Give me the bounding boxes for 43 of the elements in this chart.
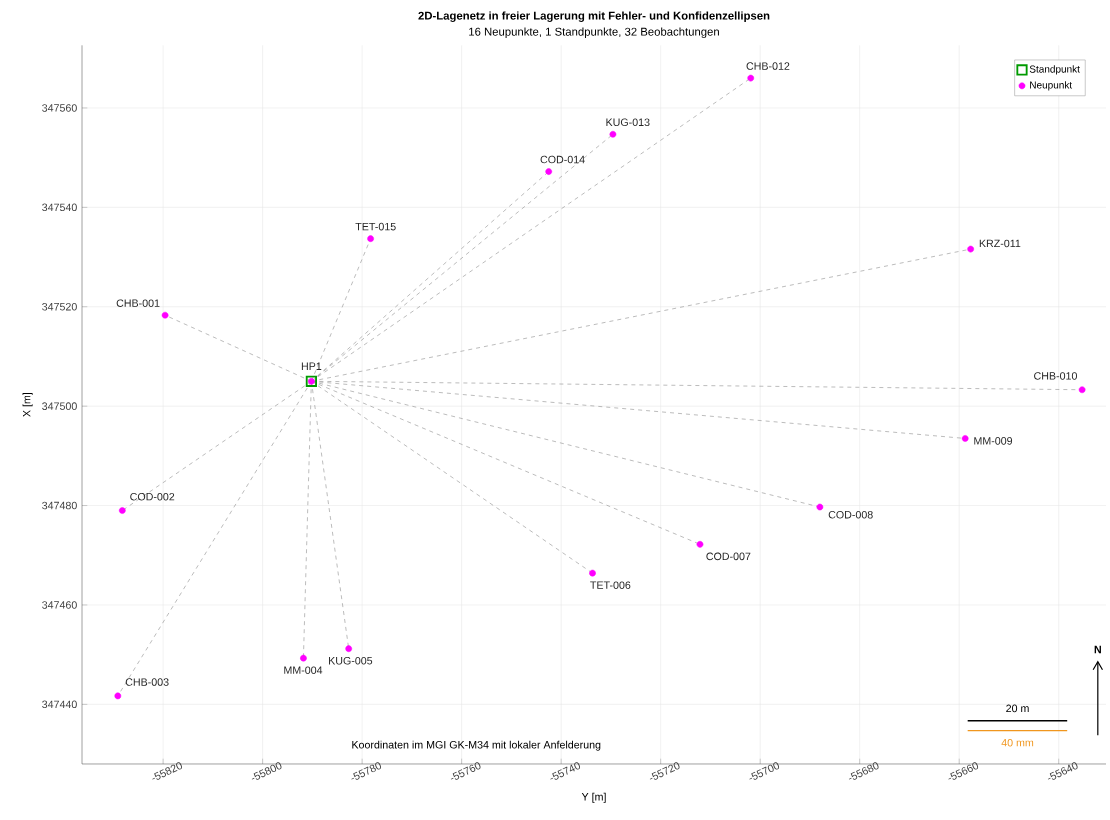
x-tick-label: -55780 [351, 762, 382, 780]
annotation: TET-006 [590, 581, 631, 589]
annotation: KRZ-011 [979, 239, 1021, 248]
legend-label: Neupunkt [1030, 81, 1073, 91]
annotation: COD-002 [130, 492, 175, 501]
y-tick-label: 347500 [42, 402, 77, 410]
annotation: TET-015 [355, 222, 396, 231]
y-tick-label: 347440 [42, 700, 77, 709]
annotation: N [1094, 645, 1101, 654]
x-tick-label: -55800 [251, 762, 282, 780]
y-tick-label: 347480 [42, 501, 77, 510]
x-tick-label: -55760 [450, 762, 481, 780]
x-tick-label: -55640 [1047, 762, 1078, 780]
x-tick-label: -55740 [550, 762, 581, 780]
annotation: 40 mm [1001, 738, 1034, 747]
annotation: KUG-013 [606, 118, 650, 127]
y-tick-label: 347520 [42, 302, 77, 311]
annotation: COD-007 [706, 552, 751, 561]
annotation: CHB-001 [116, 299, 160, 307]
legend-label: Standpunkt [1029, 65, 1080, 75]
chart-title: 2D-Lagenetz in freier Lagerung mit Fehler- und Konfidenzellipsen [418, 11, 770, 22]
x-tick-label: -55660 [948, 762, 979, 780]
x-tick-label: -55680 [848, 762, 879, 780]
annotation: MM-009 [974, 437, 1013, 445]
x-tick-label: -55700 [749, 762, 780, 780]
annotation: CHB-010 [1034, 372, 1077, 380]
annotation: CHB-003 [125, 678, 169, 686]
annotation: HP1 [301, 362, 322, 370]
y-tick-label: 347560 [42, 104, 77, 112]
x-tick-label: -55820 [152, 762, 182, 780]
annotation: COD-008 [828, 510, 873, 519]
x-axis-title: Y [m] [581, 792, 606, 803]
annotation: KUG-005 [329, 656, 373, 665]
y-axis-title: X [m] [22, 392, 33, 417]
y-tick-label: 347460 [42, 601, 77, 609]
annotation: MM-004 [284, 666, 323, 674]
annotation: CHB-012 [746, 62, 790, 70]
annotation: Koordinaten im MGI GK-M34 mit lokaler Anfelderung [352, 740, 601, 751]
chart-subtitle: 16 Neupunkte, 1 Standpunkte, 32 Beobachtungen [469, 27, 719, 38]
annotation: 20 m [1006, 704, 1029, 713]
x-tick-label: -55720 [649, 762, 680, 780]
annotation: COD-014 [540, 155, 585, 164]
y-tick-label: 347540 [42, 203, 77, 212]
